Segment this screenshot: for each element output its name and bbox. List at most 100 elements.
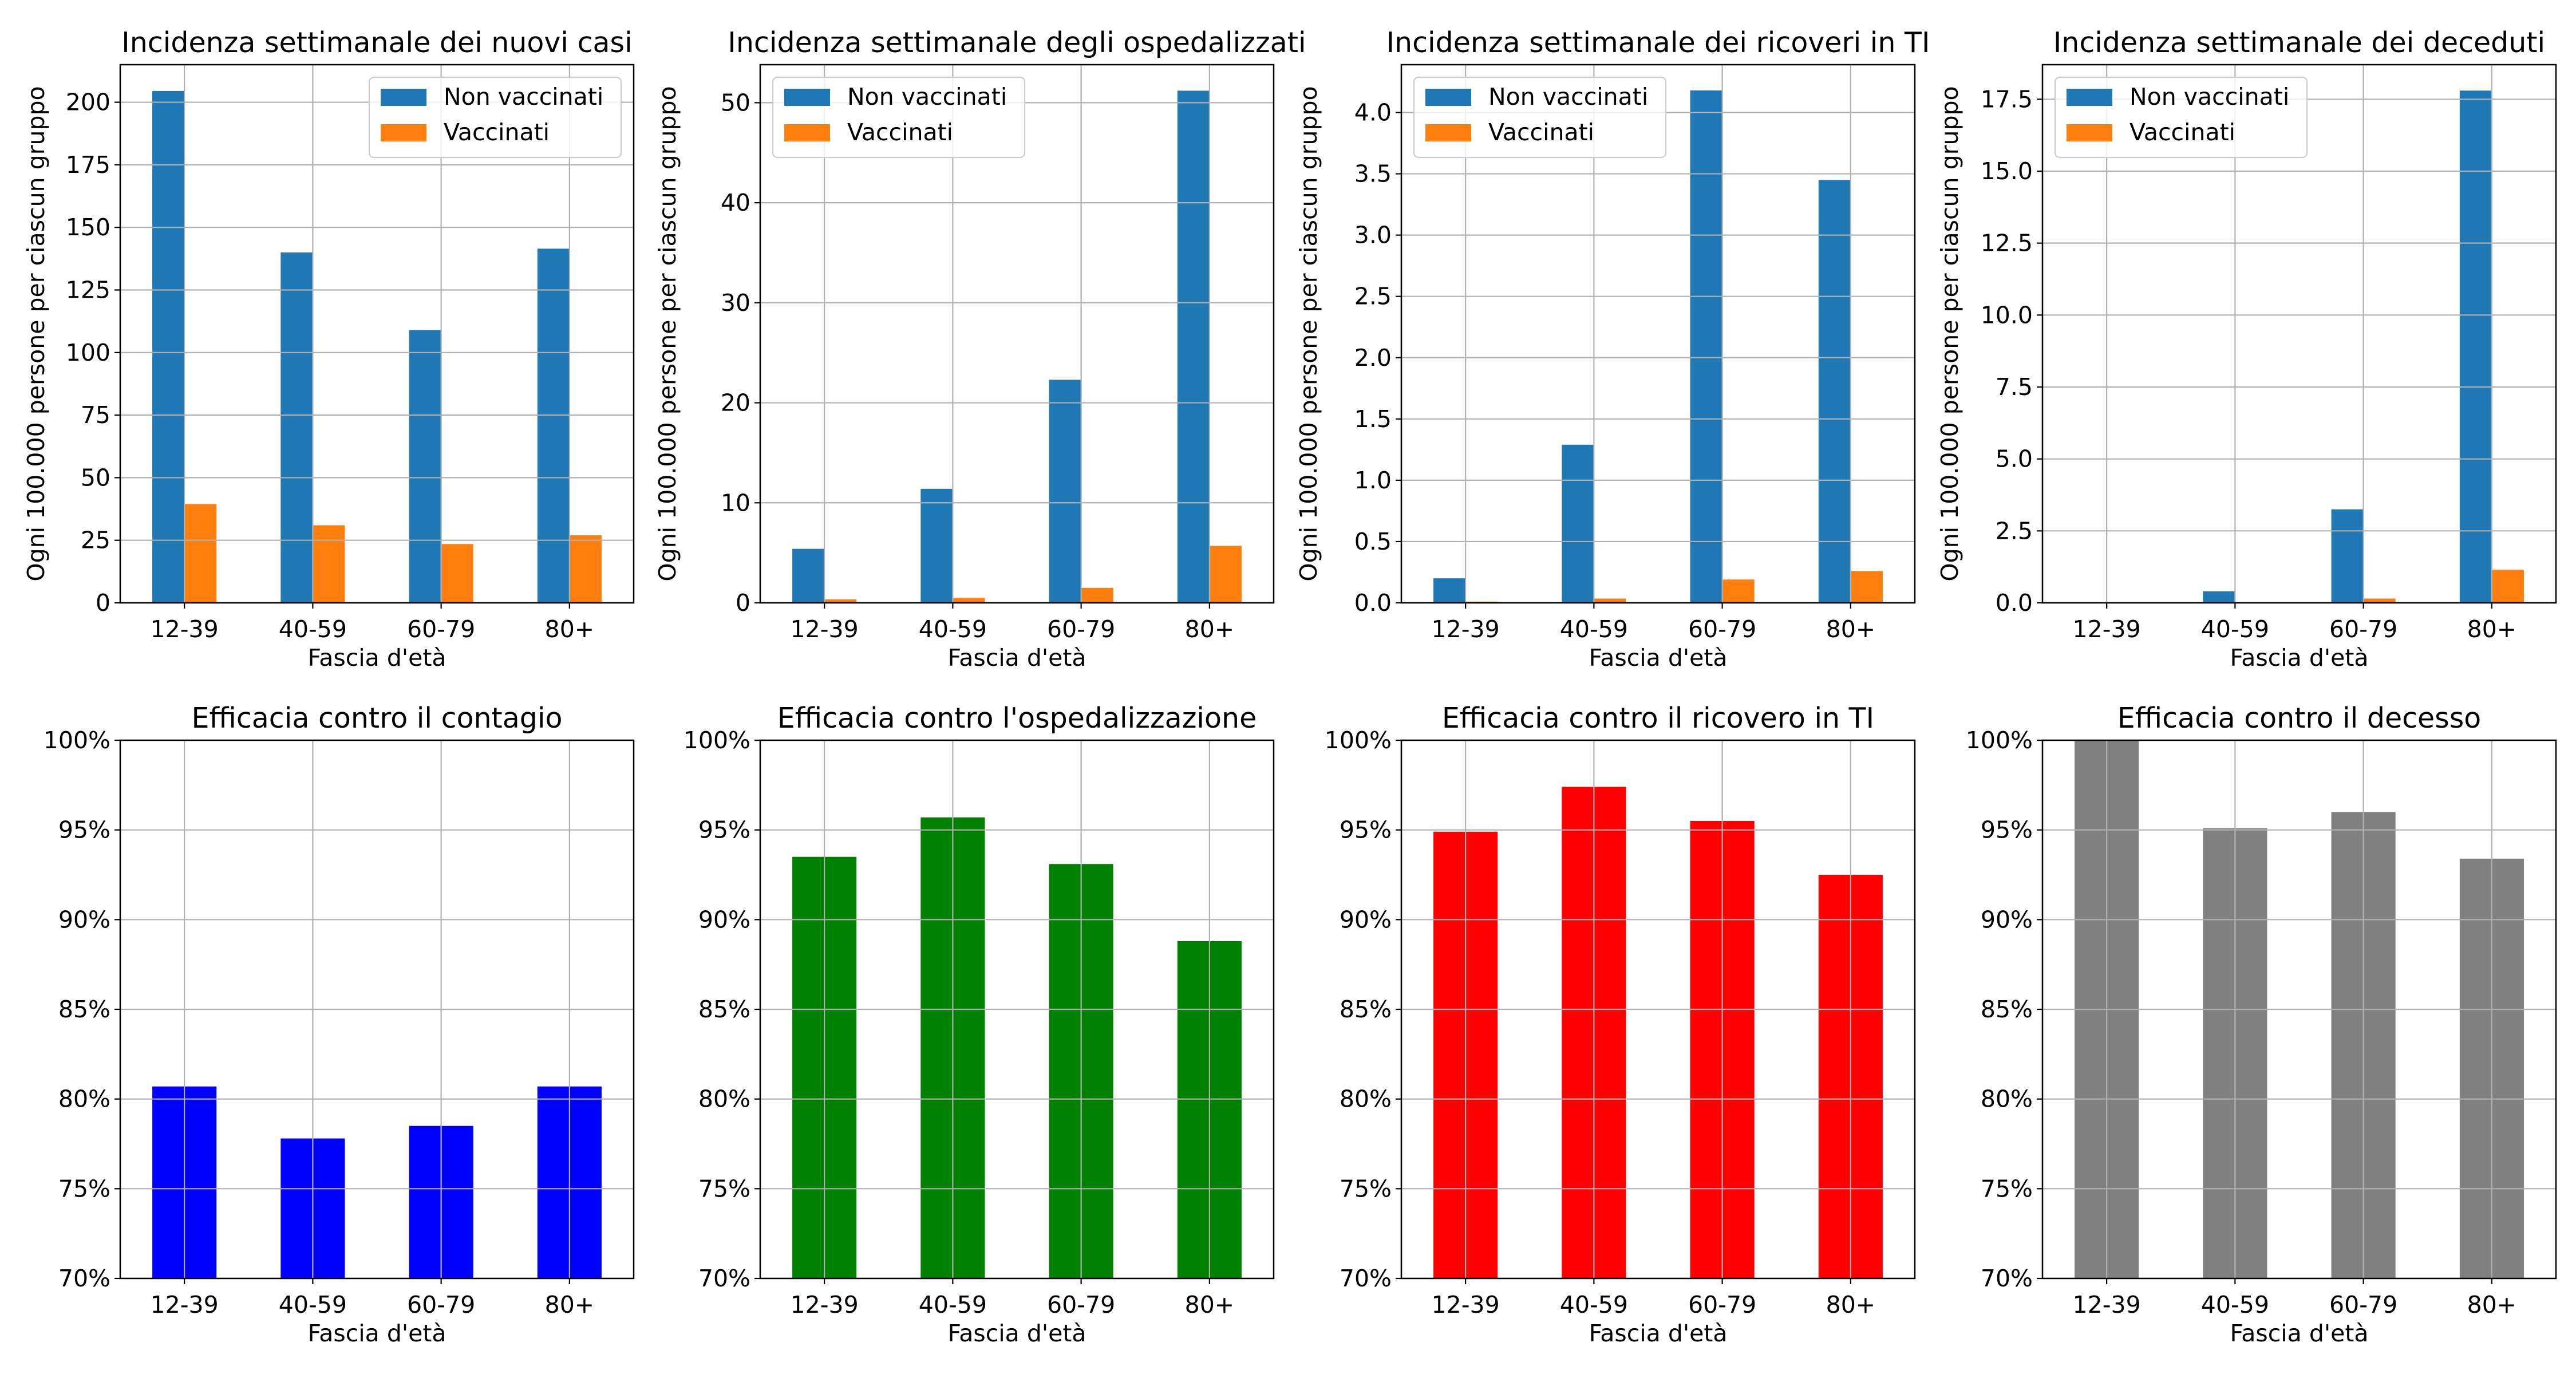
chart-panel-6: 70% 75% 80% 85% 90% 95% 100% 12-39 40-59 60-79 80+… [683, 702, 1275, 1347]
y-tick-label: 0 [736, 589, 750, 617]
y-tick-label: 95% [698, 816, 750, 844]
y-tick-label: 17.5 [1981, 85, 2033, 113]
x-axis-label: Fascia d'età [1589, 1320, 1727, 1347]
legend: Non vaccinati Vaccinati [2054, 76, 2308, 159]
x-tick-label: 40-59 [2201, 1291, 2269, 1318]
legend-box [2054, 76, 2308, 159]
y-tick-label: 90% [1981, 906, 2033, 933]
bar-non-vaccinati-60-79 [1049, 380, 1081, 603]
axes-frame [2041, 64, 2557, 604]
y-tick-label: 0.0 [1996, 589, 2033, 617]
y-tick-label: 50 [721, 89, 750, 116]
x-tick-label: 80+ [1185, 615, 1235, 643]
legend-label: Vaccinati [1488, 119, 1594, 146]
x-axis-label: Fascia d'età [307, 1320, 446, 1347]
x-tick-label: 12-39 [791, 615, 859, 643]
bar-non-vaccinati-60-79 [2331, 509, 2364, 603]
legend-box [772, 76, 1026, 159]
x-tick-label: 80+ [1826, 615, 1876, 643]
chart-panel-4: 0.0 2.5 5.0 7.5 10.0 12.5 15.0 17.5 12-39 40-59 60… [1936, 26, 2557, 672]
x-tick-label: 40-59 [1560, 615, 1628, 643]
bar-vaccinati-80+ [1209, 546, 1242, 603]
bar-vaccinati-60-79 [1081, 587, 1113, 603]
x-tick-label: 12-39 [151, 1291, 219, 1318]
legend-label: Non vaccinati [1488, 83, 1648, 110]
y-tick-label: 90% [58, 906, 110, 933]
x-tick-label: 40-59 [919, 1291, 987, 1318]
y-tick-label: 100% [44, 727, 110, 754]
y-tick-label: 3.0 [1354, 222, 1392, 249]
chart-title: Incidenza settimanale dei ricoveri in TI [1386, 26, 1930, 59]
chart-title: Efficacia contro il contagio [192, 702, 563, 735]
x-axis-label: Fascia d'età [1589, 644, 1727, 672]
y-tick-label: 3.5 [1354, 160, 1392, 188]
bar-vaccinati-40-59 [313, 525, 345, 603]
x-tick-label: 40-59 [279, 1291, 347, 1318]
y-tick-label: 0.0 [1354, 589, 1392, 617]
x-axis-label: Fascia d'età [2230, 1320, 2368, 1347]
y-tick-label: 70% [1340, 1265, 1392, 1292]
y-tick-label: 10.0 [1981, 301, 2033, 329]
x-tick-label: 40-59 [279, 615, 347, 643]
y-tick-label: 100% [683, 727, 750, 754]
x-tick-label: 40-59 [919, 615, 987, 643]
y-tick-label: 10 [721, 489, 750, 516]
y-tick-label: 175 [66, 151, 110, 179]
y-tick-label: 1.5 [1354, 405, 1392, 433]
y-tick-label: 85% [1981, 996, 2033, 1023]
bar-vaccinati-40-59 [1594, 598, 1626, 603]
legend-swatch [381, 124, 426, 141]
x-tick-label: 80+ [545, 615, 595, 643]
legend-swatch [2067, 124, 2112, 141]
y-tick-label: 80% [1340, 1085, 1392, 1113]
y-tick-label: 2.0 [1354, 344, 1392, 372]
y-tick-label: 2.5 [1996, 517, 2033, 544]
chart-title: Incidenza settimanale degli ospedalizzat… [728, 26, 1306, 59]
y-tick-label: 30 [721, 289, 750, 317]
bar-non-vaccinati-40-59 [1562, 444, 1594, 603]
x-tick-label: 60-79 [1688, 1291, 1756, 1318]
chart-panel-7: 70% 75% 80% 85% 90% 95% 100% 12-39 40-59 60-79 80+… [1325, 702, 1916, 1347]
y-tick-label: 150 [66, 214, 110, 241]
x-tick-label: 60-79 [407, 615, 475, 643]
y-tick-label: 1.0 [1354, 467, 1392, 494]
bar-vaccinati-60-79 [2363, 598, 2396, 603]
y-axis-label: Ogni 100.000 persone per ciascun gruppo [654, 86, 681, 581]
y-tick-label: 0 [96, 589, 110, 617]
legend-swatch [381, 89, 426, 106]
bar-non-vaccinati-80+ [1177, 90, 1210, 603]
y-tick-label: 80% [1981, 1085, 2033, 1113]
y-tick-label: 85% [1340, 996, 1392, 1023]
bar-vaccinati-40-59 [953, 598, 985, 603]
chart-panel-5: 70% 75% 80% 85% 90% 95% 100% 12-39 40-59 60-79 80+… [44, 702, 635, 1347]
y-tick-label: 85% [58, 996, 110, 1023]
y-tick-label: 200 [66, 89, 110, 116]
y-axis-label: Ogni 100.000 persone per ciascun gruppo [1936, 86, 1963, 581]
chart-panel-1: 0 25 50 75 100 125 150 175 200 12-39 40-59 60-79 80+… [22, 26, 635, 672]
bar-non-vaccinati-12-39 [1433, 578, 1466, 603]
y-tick-label: 5.0 [1996, 445, 2033, 473]
y-tick-label: 80% [698, 1085, 750, 1113]
x-axis-label: Fascia d'età [947, 1320, 1086, 1347]
chart-title: Incidenza settimanale dei deceduti [2053, 26, 2545, 59]
legend-label: Non vaccinati [847, 83, 1007, 110]
bar-vaccinati-80+ [1850, 571, 1883, 603]
bar-vaccinati-80+ [569, 535, 602, 603]
legend-swatch [784, 89, 830, 106]
legend-label: Vaccinati [2129, 119, 2235, 146]
x-tick-label: 80+ [1185, 1291, 1235, 1318]
legend: Non vaccinati Vaccinati [1413, 76, 1667, 159]
y-tick-label: 7.5 [1996, 373, 2033, 401]
chart-panel-8: 70% 75% 80% 85% 90% 95% 100% 12-39 40-59 60-79 80+… [1966, 702, 2557, 1347]
legend: Non vaccinati Vaccinati [772, 76, 1026, 159]
x-axis-label: Fascia d'età [307, 644, 446, 672]
x-tick-label: 40-59 [1560, 1291, 1628, 1318]
legend-swatch [2067, 89, 2112, 106]
bar-non-vaccinati-40-59 [280, 252, 313, 603]
x-tick-label: 12-39 [2073, 615, 2141, 643]
y-tick-label: 90% [1340, 906, 1392, 933]
x-tick-label: 12-39 [1432, 1291, 1500, 1318]
legend-box [1413, 76, 1667, 159]
y-tick-label: 100% [1325, 727, 1392, 754]
y-tick-label: 75% [698, 1175, 750, 1202]
